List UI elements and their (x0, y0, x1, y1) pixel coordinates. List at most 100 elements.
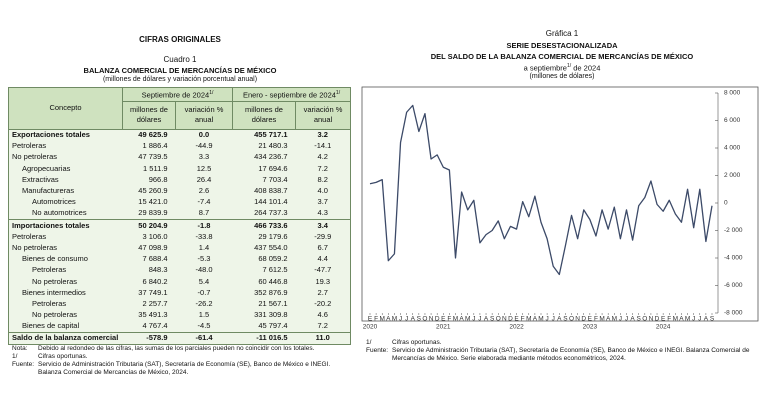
note-text: Cifras oportunas. (38, 353, 88, 360)
period-header: Septiembre de 20241/ (121, 87, 234, 102)
column-header: Concepto (8, 87, 123, 130)
cell-value: 15 421.0 (138, 197, 168, 207)
chart-notes: 1/Cifras oportunas. Fuente: Servicio de Ad… (366, 339, 756, 363)
cell-value: 1 511.9 (143, 163, 168, 173)
column-header: millones de dólares (232, 100, 297, 130)
note-text: Debido al redondeo de las cifras, las su… (38, 345, 315, 352)
x-tick-label: A (533, 316, 538, 323)
period-text: a septiembre (523, 63, 567, 73)
x-tick-label: M (599, 316, 604, 323)
x-tick-label: F (447, 316, 451, 323)
cell-value: 6.7 (317, 242, 328, 252)
cell-value: 29 839.9 (138, 208, 168, 218)
x-tick-label: N (429, 316, 434, 323)
x-tick-label: J (405, 316, 408, 323)
cell-value: 408 838.7 (254, 186, 288, 196)
cell-value: 4.6 (317, 310, 328, 320)
x-tick-label: J (399, 316, 402, 323)
note-text: Servicio de Administración Tributaria (S… (38, 361, 331, 376)
period-note: 1/ (566, 63, 572, 69)
cell-value: 45 797.4 (258, 321, 288, 331)
y-tick-label: 8 000 (724, 90, 741, 97)
x-tick-label: E (368, 316, 373, 323)
header-row: millones de dólares variación % anual mill… (9, 100, 352, 130)
x-tick-label: O (642, 316, 647, 323)
cell-value: 2.7 (317, 287, 328, 297)
x-tick-label: A (411, 316, 416, 323)
x-tick-label: J (478, 316, 481, 323)
note-label: 1/ (12, 353, 18, 360)
cell-value: 68 059.2 (258, 254, 288, 264)
x-tick-label: A (557, 316, 562, 323)
cell-value: 1.4 (198, 242, 210, 252)
x-tick-label: A (484, 316, 489, 323)
x-tick-label: A (630, 316, 635, 323)
table-row: No petroleras 47 098.9 1.4 437 554.0 6.7 (9, 242, 351, 253)
note: 1/Cifras oportunas. (12, 353, 352, 361)
x-tick-label: D (655, 316, 660, 323)
cell-value: 19.3 (315, 276, 331, 286)
table: Concepto Septiembre de 20241/Enero - sept… (8, 87, 352, 346)
cell-value: -578.9 (122, 331, 176, 345)
y-tick-label: 0 (724, 200, 728, 207)
x-tick-label: M (673, 316, 678, 323)
header-row: Concepto Septiembre de 20241/Enero - sept… (8, 87, 352, 130)
x-tick-label: M (392, 316, 397, 323)
notes: Nota: Debido al redondeo de las cifras, l… (12, 345, 352, 377)
cell-value: 7 688.4 (142, 254, 168, 264)
table-row: Agropecuarias 1 511.9 12.5 17 694.6 7.2 (9, 163, 351, 174)
row-label: No automotrices (32, 208, 87, 218)
note: Fuente: Servicio de Administración Tribut… (12, 361, 352, 377)
cell-value: 5.4 (198, 276, 210, 286)
cell-value: 6 840.2 (142, 276, 168, 286)
row-label: Petroleras (32, 298, 67, 308)
x-tick-label: O (422, 316, 427, 323)
row-label: No petroleras (32, 310, 78, 320)
cell-value: 848.3 (148, 265, 168, 275)
chart-title: Gráfica 1 (545, 29, 579, 38)
table-row: Bienes de capital 4 767.4 -4.5 45 797.4 7.2 (9, 321, 351, 333)
table-row: Petroleras 848.3 -48.0 7 612.5 -47.7 (9, 265, 351, 276)
cell-value: 4.3 (317, 208, 328, 218)
x-tick-label: O (496, 316, 501, 323)
cell-value: 4.4 (317, 254, 328, 264)
row-label: Importaciones totales (8, 219, 123, 232)
year-label: 2021 (436, 324, 451, 331)
table-row: Petroleras 3 106.0 -33.8 29 179.6 -29.9 (9, 231, 351, 242)
x-tick-label: N (649, 316, 654, 323)
x-tick-label: O (569, 316, 574, 323)
note: 1/Cifras oportunas. (366, 339, 756, 347)
cell-value: 7 612.5 (262, 265, 288, 275)
cell-value: 3.3 (198, 152, 210, 162)
table-row: Exportaciones totales 49 625.9 0.0 455 717.… (8, 128, 351, 141)
cell-value: -5.3 (197, 254, 211, 264)
period-label: Septiembre de 2024 (141, 90, 210, 100)
cell-value: 26.4 (196, 174, 212, 184)
x-tick-label: S (710, 316, 715, 323)
cell-value: 8.2 (317, 174, 328, 184)
table-row: Extractivas 966.8 26.4 7 703.4 8.2 (9, 174, 351, 185)
cell-value: 4.2 (317, 152, 328, 162)
row-label: Bienes de capital (22, 321, 80, 331)
note-label: 1/ (366, 339, 372, 346)
y-tick-label: -4 000 (724, 255, 743, 262)
cell-value: 21 480.3 (258, 141, 288, 151)
row-label: No petroleras (32, 276, 78, 286)
table-row: No petroleras 6 840.2 5.4 60 446.8 19.3 (9, 276, 351, 287)
year-label: 2022 (509, 324, 524, 331)
table-row: Petroleras 1 886.4 -44.9 21 480.3 -14.1 (9, 141, 351, 152)
cell-value: 8.7 (198, 208, 210, 218)
cell-value: 45 260.9 (138, 186, 168, 196)
period-text: de 2024 (573, 63, 601, 73)
cell-value: 49 625.9 (122, 128, 176, 141)
year-label: 2020 (363, 324, 378, 331)
heading: CIFRAS ORIGINALES (139, 35, 221, 44)
table-row: No petroleras 47 739.5 3.3 434 236.7 4.2 (9, 152, 351, 163)
table-row: No automotrices 29 839.9 8.7 264 737.3 4.3 (9, 208, 351, 220)
table-title: BALANZA COMERCIAL DE MERCANCÍAS DE MÉXIC… (83, 66, 277, 75)
note-label: Nota: (12, 345, 28, 352)
x-tick-label: M (538, 316, 543, 323)
year-label: 2024 (656, 324, 671, 331)
x-tick-label: E (441, 316, 446, 323)
table-row: Petroleras 2 257.7 -26.2 21 567.1 -20.2 (9, 298, 351, 309)
